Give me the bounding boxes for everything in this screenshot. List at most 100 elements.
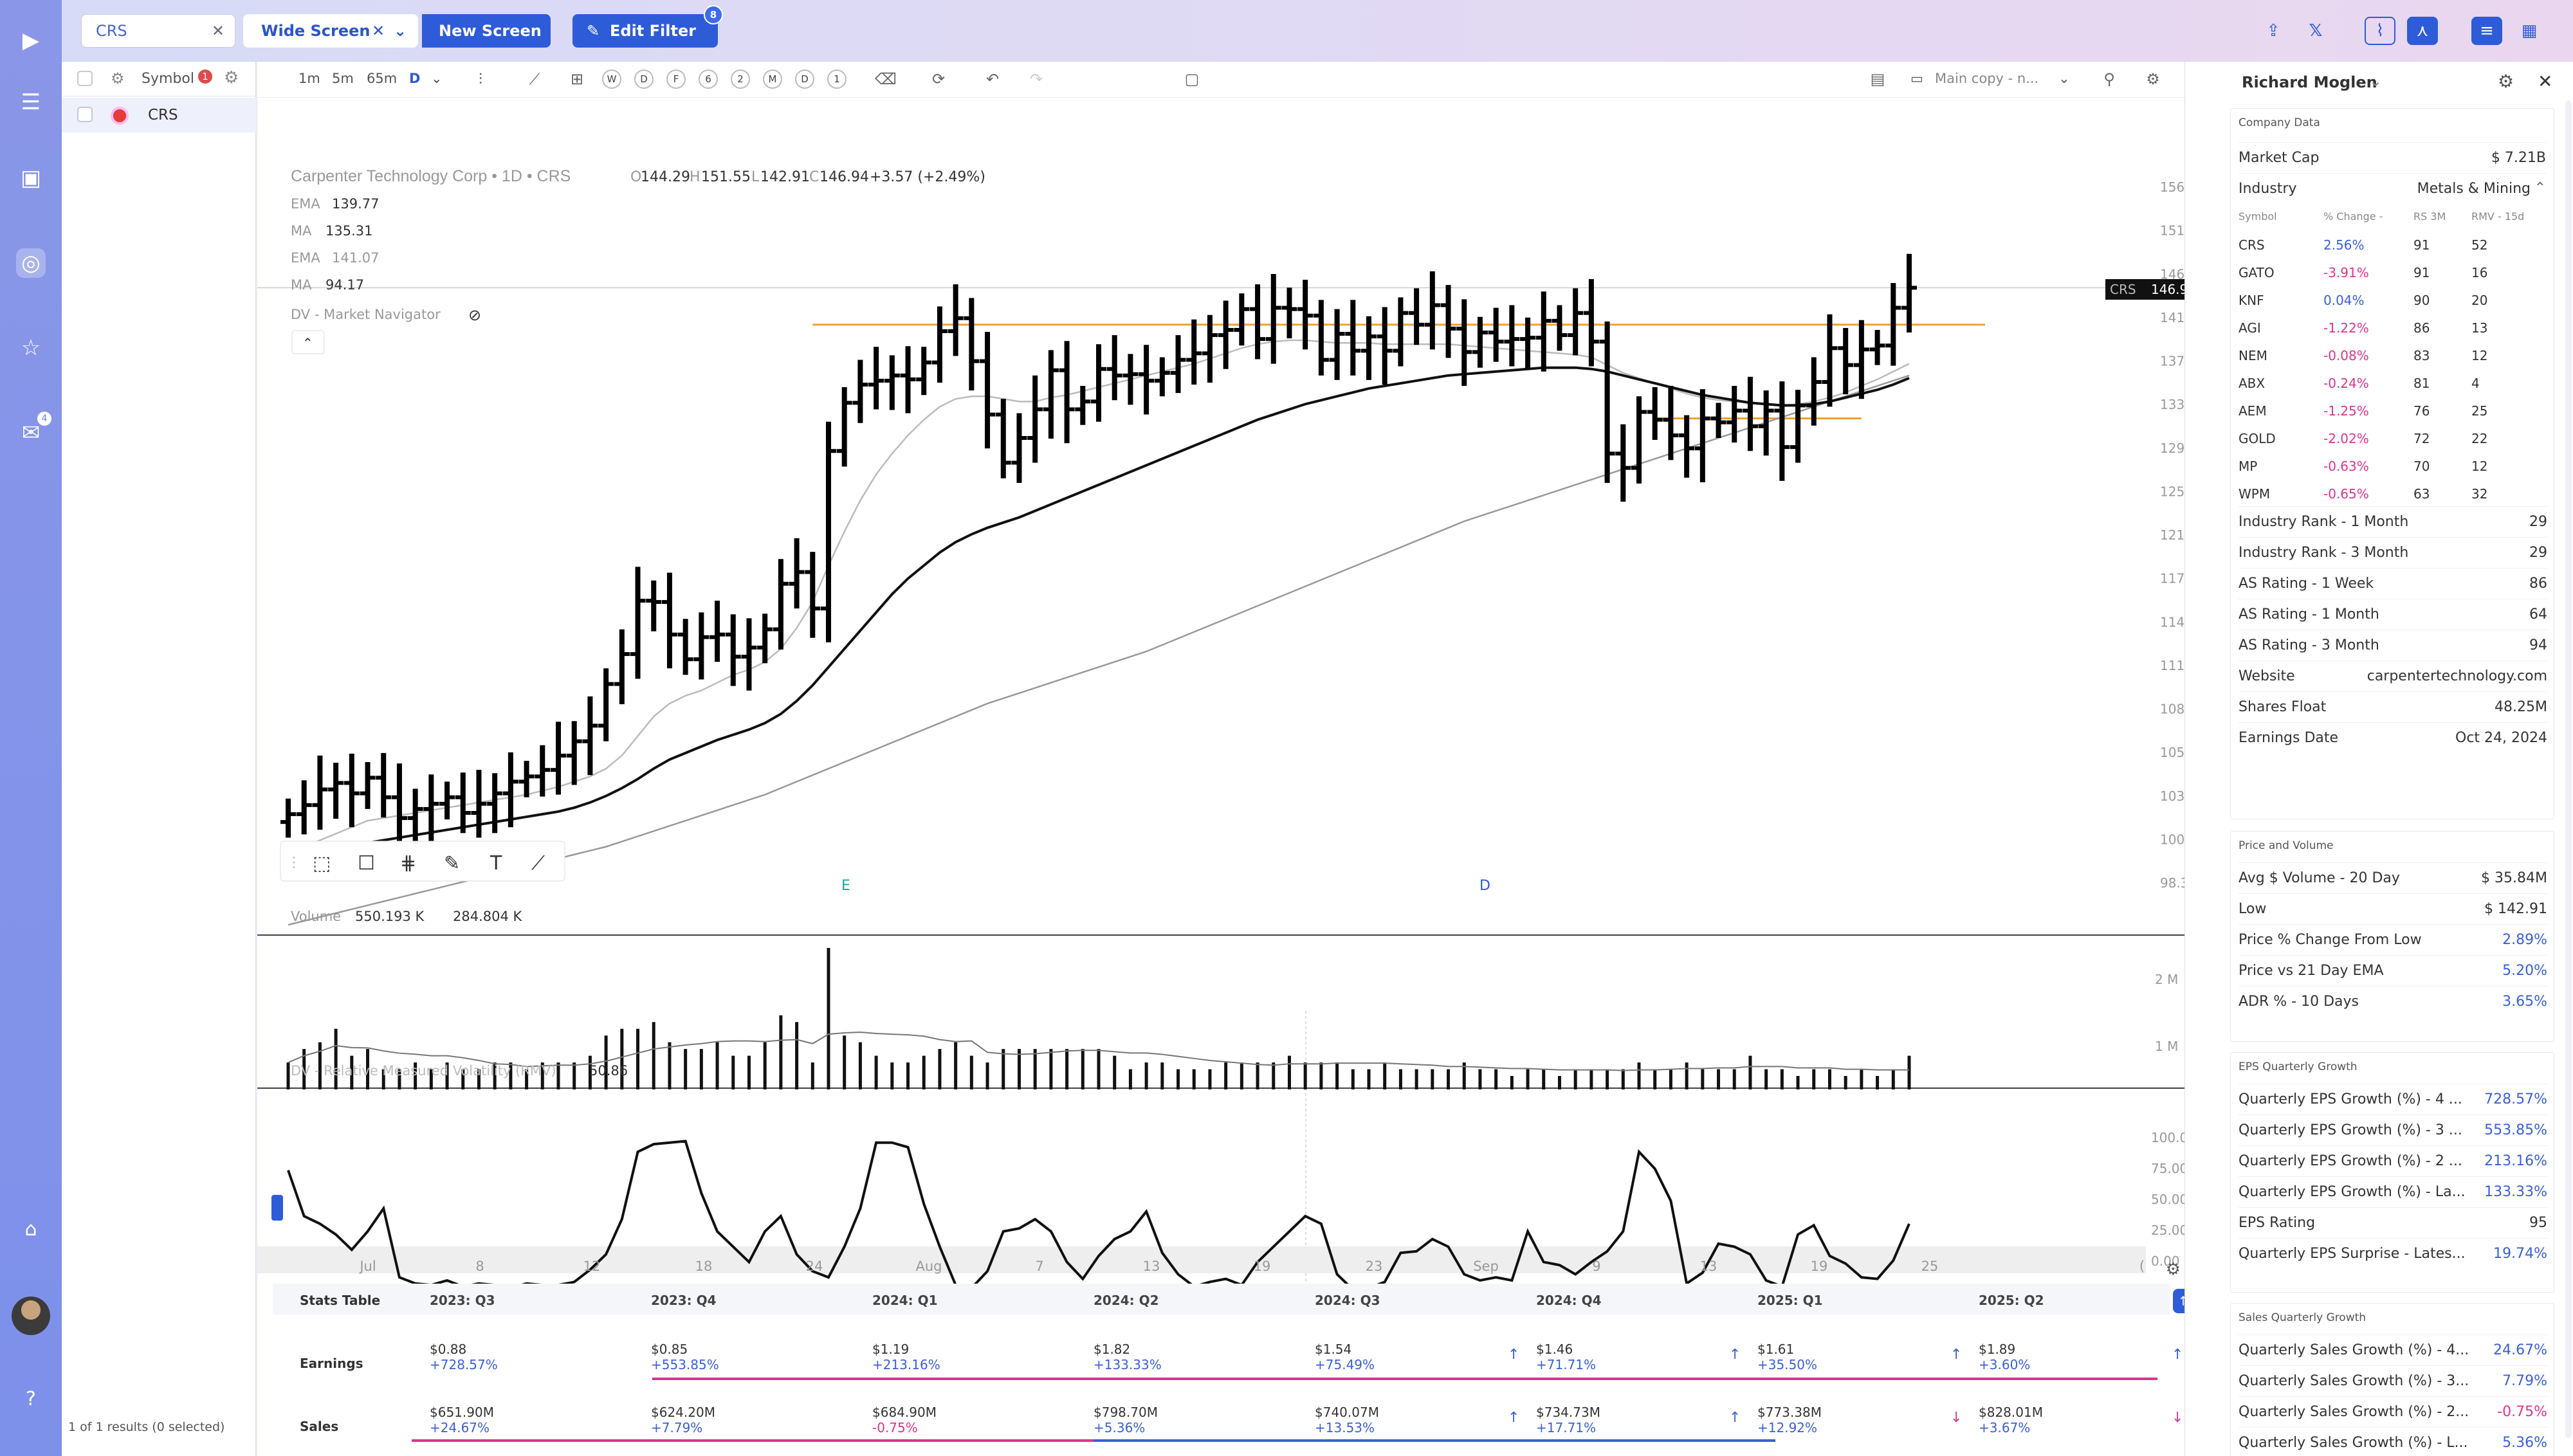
logo-icon[interactable]: ▶ xyxy=(22,28,40,53)
row-label: Quarterly Sales Growth (%) - 3... xyxy=(2239,1373,2469,1389)
data-row: Shares Float 48.25M xyxy=(2239,691,2547,722)
text-tool-icon[interactable]: T xyxy=(490,852,502,875)
select-all-checkbox[interactable] xyxy=(77,71,93,86)
line-tool-icon[interactable]: ⟋ xyxy=(531,852,545,875)
folder-icon[interactable]: ▭ xyxy=(1910,71,1923,86)
ma-mid-line xyxy=(288,366,1910,868)
screen-select[interactable]: Wide Screen ✕ ⌄ xyxy=(243,14,418,48)
table-row[interactable]: MP -0.63% 70 12 xyxy=(2239,451,2547,478)
table-row[interactable]: NEM -0.08% 83 12 xyxy=(2239,340,2547,368)
dividend-event-marker[interactable]: D xyxy=(1479,878,1490,894)
chevron-down-icon[interactable]: ⌄ xyxy=(431,71,443,86)
table-row[interactable]: ABX -0.24% 81 4 xyxy=(2239,368,2547,396)
layout-grid-icon[interactable]: ⊞ xyxy=(570,70,584,88)
x-social-icon[interactable]: 𝕏 xyxy=(2309,21,2323,41)
period-m[interactable]: M xyxy=(763,69,782,89)
brush-tool-icon[interactable]: ✎ xyxy=(444,852,460,875)
column-settings-icon[interactable]: ⚙ xyxy=(224,68,239,87)
symbol-search-input[interactable]: CRS ✕ xyxy=(81,14,235,48)
list-icon[interactable]: ☰ xyxy=(21,89,41,115)
chart-settings-gear-icon[interactable]: ⚙ xyxy=(2166,1260,2181,1279)
template-icon[interactable]: ▤ xyxy=(1870,70,1885,88)
screener-icon[interactable]: ◎ xyxy=(16,248,46,278)
rmv-axis-tick: 50.00 xyxy=(2151,1192,2184,1207)
interval-1m[interactable]: 1m xyxy=(298,71,320,86)
new-screen-button[interactable]: New Screen xyxy=(422,14,551,48)
interval-65m[interactable]: 65m xyxy=(367,71,398,86)
chevron-down-icon[interactable]: ⌄ xyxy=(2058,71,2070,86)
period-6[interactable]: 6 xyxy=(699,69,718,89)
help-icon[interactable]: ? xyxy=(26,1387,36,1410)
row-checkbox[interactable] xyxy=(77,107,93,122)
share-icon[interactable]: ⇪ xyxy=(2266,21,2280,41)
bar-style-icon[interactable]: ⫶ xyxy=(479,70,482,88)
chevron-down-icon[interactable]: ⌄ xyxy=(394,22,407,40)
flow-view-icon[interactable]: ⋏ xyxy=(2407,17,2438,45)
table-row[interactable]: GATO -3.91% 91 16 xyxy=(2239,257,2547,285)
comment-tool-icon[interactable]: ☐ xyxy=(358,852,375,875)
settings-icon[interactable]: ⚙ xyxy=(111,69,125,87)
edit-filter-button[interactable]: ✎ Edit Filter 8 xyxy=(572,5,723,48)
price-axis-tick: 117.00 xyxy=(2160,571,2184,587)
refresh-icon[interactable]: ⟳ xyxy=(931,70,946,88)
pattern-tool-icon[interactable]: ⋕ xyxy=(400,852,416,875)
avatar[interactable] xyxy=(12,1297,50,1335)
industry-row[interactable]: Industry Metals & Mining ⌃ xyxy=(2239,173,2546,204)
hidden-eye-icon[interactable]: ⊘ xyxy=(468,306,481,324)
collapse-legend-button[interactable] xyxy=(291,330,325,354)
user-name[interactable]: Richard Moglen xyxy=(2242,73,2377,91)
chevron-down-icon[interactable]: ⌄ xyxy=(2369,72,2383,90)
chevron-up-icon[interactable]: ⌃ xyxy=(2534,180,2546,196)
close-panel-icon[interactable]: ✕ xyxy=(2538,71,2553,92)
stats-column-header: 2025: Q2 xyxy=(1979,1293,2044,1308)
rectangle-tool-icon[interactable]: ⬚ xyxy=(313,852,331,875)
drag-handle-icon[interactable]: ⋮ xyxy=(287,855,301,871)
price-bar xyxy=(1472,316,1488,368)
list-view-icon[interactable]: ≡ xyxy=(2471,17,2502,45)
table-row[interactable]: CRS 2.56% 91 52 xyxy=(2239,230,2547,257)
layout-name[interactable]: Main copy - n... xyxy=(1935,71,2039,86)
redo-icon[interactable]: ↷ xyxy=(1029,70,1043,88)
data-row: Earnings Date Oct 24, 2024 xyxy=(2239,722,2547,753)
indicators-icon[interactable]: ⟋ xyxy=(529,70,540,88)
undo-icon[interactable]: ↶ xyxy=(985,70,1000,88)
star-icon[interactable]: ☆ xyxy=(21,335,41,361)
table-row[interactable]: AEM -1.25% 76 25 xyxy=(2239,396,2547,423)
education-icon[interactable]: ⌂ xyxy=(24,1217,37,1241)
price-bar xyxy=(1679,415,1695,478)
clear-icon[interactable]: ✕ xyxy=(211,22,224,40)
megaphone-icon[interactable]: ✉ xyxy=(21,420,41,446)
chart-view-icon[interactable]: ⌇ xyxy=(2365,17,2395,45)
period-f[interactable]: F xyxy=(666,69,686,89)
rmv-handle[interactable] xyxy=(271,1195,283,1221)
interval-5m[interactable]: 5m xyxy=(332,71,354,86)
row-value: 5.36% xyxy=(2502,1435,2547,1451)
close-icon[interactable]: ✕ xyxy=(372,22,385,40)
price-bar xyxy=(1583,279,1599,367)
period-d[interactable]: D xyxy=(634,69,654,89)
panel-scrollbar[interactable] xyxy=(2565,100,2572,1438)
price-chart[interactable]: 156.00151.00146.00141.00137.00133.00129.… xyxy=(257,98,2184,1284)
period-1[interactable]: 1 xyxy=(827,69,847,89)
table-row[interactable]: WPM -0.65% 63 32 xyxy=(2239,478,2547,506)
interval-d[interactable]: D xyxy=(409,71,421,86)
grid-view-icon[interactable]: ▦ xyxy=(2521,21,2538,41)
period-2[interactable]: 2 xyxy=(731,69,750,89)
sales-change-cell: +7.79% xyxy=(651,1420,703,1435)
period-d2[interactable]: D xyxy=(795,69,814,89)
zoom-icon[interactable]: ⚲ xyxy=(2103,70,2115,88)
table-row[interactable]: KNF 0.04% 90 20 xyxy=(2239,285,2547,313)
data-row: Website carpentertechnology.com xyxy=(2239,660,2547,691)
list-item[interactable]: CRS xyxy=(62,98,256,132)
earnings-event-marker[interactable]: E xyxy=(841,878,850,894)
table-row[interactable]: AGI -1.22% 86 13 xyxy=(2239,313,2547,340)
table-row[interactable]: GOLD -2.02% 72 22 xyxy=(2239,423,2547,451)
price-bar xyxy=(931,306,948,383)
panel-settings-icon[interactable]: ⚙ xyxy=(2498,71,2514,92)
high-label: H xyxy=(690,169,700,185)
chart-settings-icon[interactable]: ⚙ xyxy=(2146,70,2160,88)
eraser-icon[interactable]: ⌫ xyxy=(875,70,897,88)
camera-icon[interactable]: ▢ xyxy=(1184,70,1200,88)
period-w[interactable]: W xyxy=(602,69,621,89)
layout-icon[interactable]: ▣ xyxy=(20,165,42,191)
